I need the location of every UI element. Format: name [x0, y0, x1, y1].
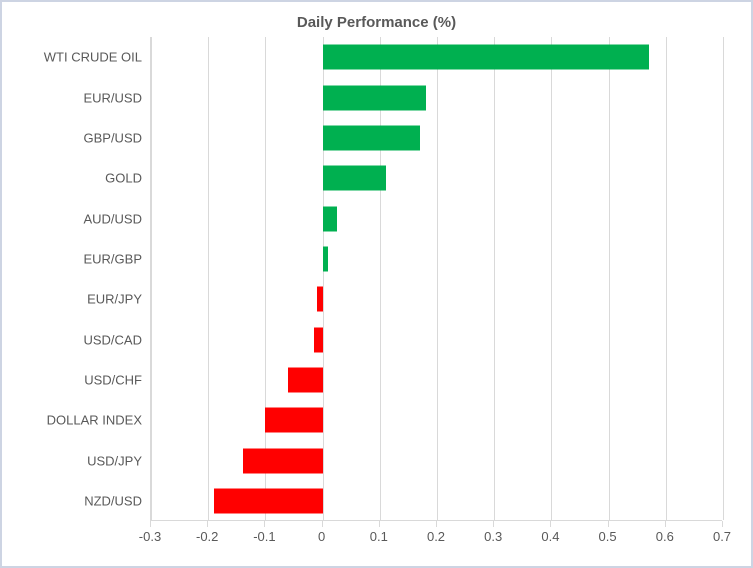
gridline — [551, 37, 552, 520]
gridline — [494, 37, 495, 520]
x-tick-label: 0.2 — [427, 529, 445, 544]
y-axis-label: NZD/USD — [20, 493, 142, 508]
plot-region — [150, 37, 722, 521]
bar — [323, 125, 420, 150]
x-tick-label: 0.7 — [713, 529, 731, 544]
y-axis-label: EUR/JPY — [20, 292, 142, 307]
x-tick-label: 0.6 — [656, 529, 674, 544]
bar — [323, 246, 329, 271]
bar — [265, 408, 322, 433]
x-tick-label: -0.2 — [196, 529, 218, 544]
y-axis-label: DOLLAR INDEX — [20, 413, 142, 428]
x-tick-mark — [493, 521, 494, 527]
x-tick-mark — [264, 521, 265, 527]
chart-frame: Daily Performance (%) -0.3 -0.2 -0.1 0 0.1 0.… — [0, 0, 753, 568]
bar — [323, 166, 386, 191]
x-tick-label: 0.3 — [484, 529, 502, 544]
gridline — [437, 37, 438, 520]
y-axis-label: USD/JPY — [20, 453, 142, 468]
y-axis-label: GBP/USD — [20, 130, 142, 145]
bar — [317, 287, 323, 312]
gridline — [208, 37, 209, 520]
x-tick-mark — [608, 521, 609, 527]
gridline — [151, 37, 152, 520]
x-tick-mark — [722, 521, 723, 527]
x-tick-label: -0.3 — [139, 529, 161, 544]
chart-area: -0.3-0.2-0.100.10.20.30.40.50.60.7WTI CR… — [20, 37, 722, 551]
x-tick-mark — [436, 521, 437, 527]
gridline — [723, 37, 724, 520]
x-tick-mark — [207, 521, 208, 527]
x-tick-mark — [665, 521, 666, 527]
bar — [323, 206, 337, 231]
bar — [214, 488, 323, 513]
bar — [243, 448, 323, 473]
x-tick-label: 0.4 — [541, 529, 559, 544]
x-tick-label: 0 — [318, 529, 325, 544]
x-tick-label: 0.5 — [599, 529, 617, 544]
bar — [314, 327, 323, 352]
bar — [323, 45, 649, 70]
y-axis-label: EUR/GBP — [20, 251, 142, 266]
x-tick-label: -0.1 — [253, 529, 275, 544]
y-axis-label: GOLD — [20, 171, 142, 186]
y-axis-label: USD/CHF — [20, 372, 142, 387]
x-tick-mark — [550, 521, 551, 527]
bar — [323, 85, 426, 110]
chart-title: Daily Performance (%) — [20, 14, 733, 31]
y-axis-label: WTI CRUDE OIL — [20, 50, 142, 65]
x-tick-mark — [150, 521, 151, 527]
y-axis-label: AUD/USD — [20, 211, 142, 226]
y-axis-label: EUR/USD — [20, 90, 142, 105]
gridline — [609, 37, 610, 520]
x-tick-mark — [379, 521, 380, 527]
x-tick-label: 0.1 — [370, 529, 388, 544]
y-axis-label: USD/CAD — [20, 332, 142, 347]
x-tick-mark — [322, 521, 323, 527]
gridline — [666, 37, 667, 520]
bar — [288, 367, 322, 392]
